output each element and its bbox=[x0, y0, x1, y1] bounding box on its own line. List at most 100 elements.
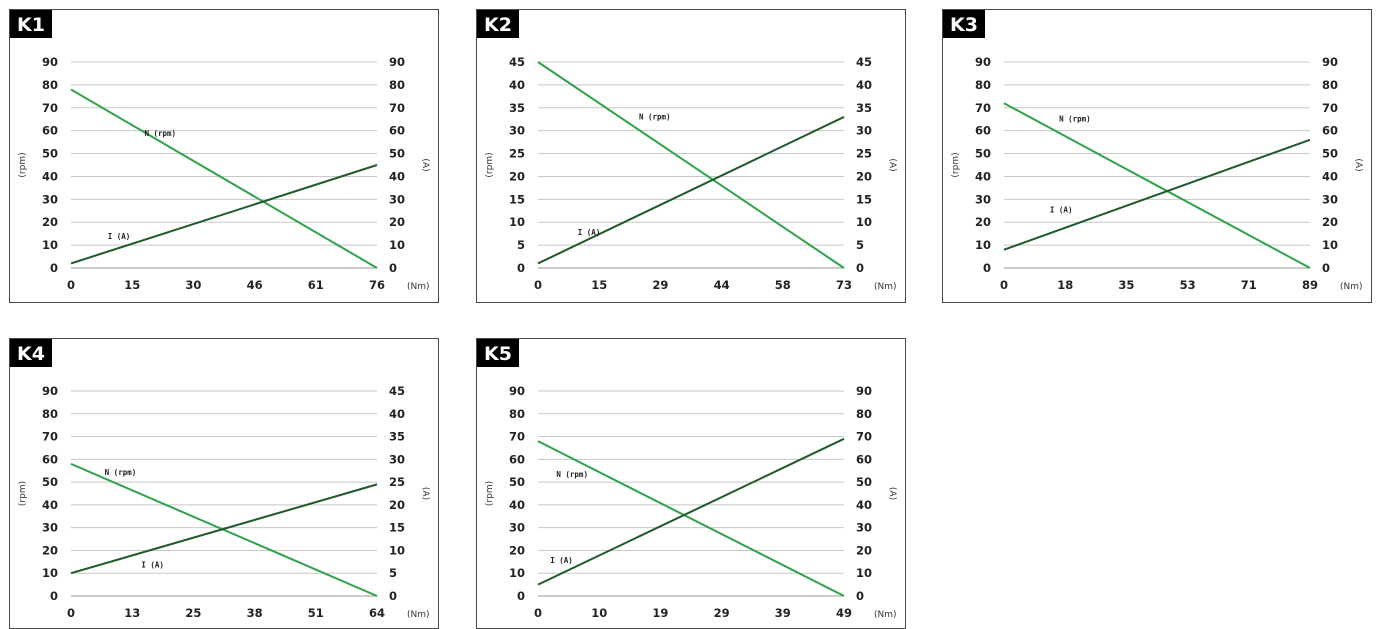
x-axis-unit: (Nm) bbox=[407, 282, 430, 292]
y-right-tick-label: 0 bbox=[1322, 261, 1330, 275]
chart-panel-k4: K4 0 0 10 5 20 10 30 15 40 20 50 25 60 30 70 35 80 40 90 45 0… bbox=[9, 338, 439, 629]
chart-panel-k3: K3 0 0 10 10 20 20 30 30 40 40 50 50 60 60 70 70 80 80 90 90… bbox=[942, 9, 1372, 303]
y-left-tick-label: 90 bbox=[509, 384, 525, 398]
x-tick-label: 64 bbox=[369, 606, 385, 620]
series-line-i-a bbox=[537, 437, 845, 586]
y-right-tick-label: 60 bbox=[1322, 124, 1338, 138]
series-label-n-rpm: N (rpm) bbox=[639, 113, 671, 122]
chart-title: K2 bbox=[484, 14, 512, 36]
x-tick-label: 13 bbox=[124, 606, 140, 620]
y-right-tick-label: 20 bbox=[1322, 215, 1338, 229]
y-right-axis-label: (A) bbox=[887, 487, 897, 500]
x-axis-unit: (Nm) bbox=[874, 610, 897, 620]
y-left-tick-label: 80 bbox=[42, 78, 58, 92]
y-left-tick-label: 60 bbox=[42, 452, 58, 466]
x-tick-label: 38 bbox=[247, 606, 263, 620]
y-left-tick-label: 50 bbox=[42, 475, 58, 489]
y-left-tick-label: 20 bbox=[975, 215, 991, 229]
y-right-tick-label: 90 bbox=[856, 384, 872, 398]
y-left-tick-label: 60 bbox=[42, 124, 58, 138]
x-tick-label: 58 bbox=[775, 278, 791, 292]
y-right-tick-label: 70 bbox=[856, 430, 872, 444]
chart-panel-k5: K5 0 0 10 10 20 20 30 30 40 40 50 50 60 60 70 70 80 80 90 90… bbox=[476, 338, 906, 629]
y-left-tick-label: 10 bbox=[509, 566, 525, 580]
y-left-tick-label: 40 bbox=[42, 498, 58, 512]
y-right-tick-label: 45 bbox=[389, 384, 405, 398]
y-left-tick-label: 70 bbox=[42, 101, 58, 115]
y-left-tick-label: 20 bbox=[509, 543, 525, 557]
y-right-axis-label: (A) bbox=[887, 158, 897, 171]
series-label-i-a: I (A) bbox=[578, 228, 601, 237]
y-left-tick-label: 20 bbox=[509, 169, 525, 183]
y-left-tick-label: 0 bbox=[983, 261, 991, 275]
y-right-tick-label: 70 bbox=[389, 101, 405, 115]
y-right-tick-label: 30 bbox=[389, 192, 405, 206]
series-line-n-rpm bbox=[537, 61, 845, 269]
y-left-tick-label: 0 bbox=[517, 261, 525, 275]
y-right-tick-label: 50 bbox=[856, 475, 872, 489]
chart-panel-k1: K1 0 0 10 10 20 20 30 30 40 40 50 50 60 60 70 70 80 80 90 90… bbox=[9, 9, 439, 303]
x-tick-label: 89 bbox=[1302, 278, 1318, 292]
y-right-tick-label: 10 bbox=[1322, 238, 1338, 252]
x-tick-label: 0 bbox=[1000, 278, 1008, 292]
x-tick-label: 0 bbox=[67, 278, 75, 292]
y-left-tick-label: 10 bbox=[42, 238, 58, 252]
x-tick-label: 18 bbox=[1057, 278, 1073, 292]
y-right-tick-label: 60 bbox=[856, 452, 872, 466]
y-right-tick-label: 80 bbox=[856, 407, 872, 421]
y-left-axis-label: (rpm) bbox=[485, 481, 495, 506]
chart-panel-k2: K2 0 0 5 5 10 10 15 15 20 20 25 25 30 30 35 35 40 40 45 45 0 1… bbox=[476, 9, 906, 303]
y-left-tick-label: 90 bbox=[42, 55, 58, 69]
y-left-tick-label: 80 bbox=[975, 78, 991, 92]
y-right-tick-label: 30 bbox=[389, 452, 405, 466]
title-badge bbox=[943, 10, 985, 38]
y-left-tick-label: 30 bbox=[42, 521, 58, 535]
y-right-tick-label: 50 bbox=[389, 147, 405, 161]
title-badge bbox=[10, 10, 52, 38]
y-right-tick-label: 5 bbox=[856, 238, 864, 252]
y-right-tick-label: 40 bbox=[389, 169, 405, 183]
y-left-tick-label: 50 bbox=[975, 147, 991, 161]
y-left-tick-label: 0 bbox=[50, 261, 58, 275]
y-left-tick-label: 50 bbox=[42, 147, 58, 161]
y-right-tick-label: 30 bbox=[1322, 192, 1338, 206]
y-right-tick-label: 10 bbox=[389, 238, 405, 252]
series-line-i-a bbox=[1003, 138, 1311, 251]
series-line-n-rpm bbox=[70, 88, 378, 269]
y-right-axis-label: (A) bbox=[420, 487, 430, 500]
y-right-tick-label: 20 bbox=[856, 169, 872, 183]
y-right-tick-label: 25 bbox=[389, 475, 405, 489]
x-axis-unit: (Nm) bbox=[1340, 282, 1363, 292]
y-left-tick-label: 15 bbox=[509, 192, 525, 206]
y-right-tick-label: 90 bbox=[389, 55, 405, 69]
series-label-n-rpm: N (rpm) bbox=[556, 470, 588, 479]
y-right-tick-label: 25 bbox=[856, 147, 872, 161]
chart-title: K1 bbox=[17, 14, 45, 36]
y-right-tick-label: 30 bbox=[856, 521, 872, 535]
series-label-i-a: I (A) bbox=[550, 556, 573, 565]
y-left-tick-label: 40 bbox=[509, 498, 525, 512]
y-left-tick-label: 10 bbox=[42, 566, 58, 580]
series-label-n-rpm: N (rpm) bbox=[144, 129, 176, 138]
x-tick-label: 76 bbox=[369, 278, 385, 292]
y-left-tick-label: 60 bbox=[975, 124, 991, 138]
series-line-n-rpm bbox=[1003, 102, 1311, 269]
y-left-tick-label: 70 bbox=[975, 101, 991, 115]
y-left-axis-label: (rpm) bbox=[485, 152, 495, 177]
y-left-tick-label: 10 bbox=[975, 238, 991, 252]
series-label-i-a: I (A) bbox=[141, 560, 164, 569]
series-line-i-a bbox=[537, 116, 845, 265]
y-left-tick-label: 30 bbox=[42, 192, 58, 206]
series-line-i-a bbox=[70, 164, 378, 265]
y-left-axis-label: (rpm) bbox=[951, 152, 961, 177]
series-line-i-a bbox=[70, 483, 378, 575]
y-left-tick-label: 0 bbox=[517, 589, 525, 603]
y-left-tick-label: 70 bbox=[509, 430, 525, 444]
x-tick-label: 61 bbox=[308, 278, 324, 292]
y-right-tick-label: 60 bbox=[389, 124, 405, 138]
y-right-tick-label: 0 bbox=[856, 261, 864, 275]
y-left-tick-label: 90 bbox=[42, 384, 58, 398]
y-right-tick-label: 0 bbox=[389, 261, 397, 275]
